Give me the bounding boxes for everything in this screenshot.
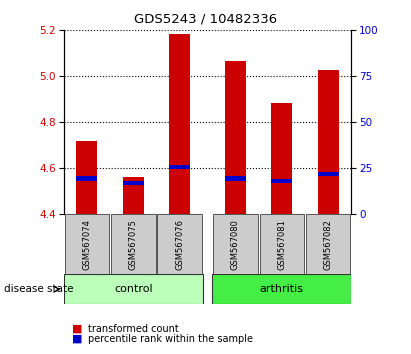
Bar: [225, 176, 246, 181]
Text: GSM567082: GSM567082: [324, 219, 332, 270]
Bar: [271, 179, 292, 183]
Bar: [123, 177, 144, 214]
Bar: [76, 141, 97, 214]
Text: GSM567081: GSM567081: [277, 219, 286, 270]
Text: control: control: [114, 284, 152, 295]
Bar: [76, 176, 97, 181]
Text: GSM567076: GSM567076: [175, 219, 184, 270]
Bar: [259, 214, 304, 274]
Text: GSM567080: GSM567080: [231, 219, 240, 270]
Text: GSM567074: GSM567074: [83, 219, 91, 270]
Bar: [111, 214, 156, 274]
Text: percentile rank within the sample: percentile rank within the sample: [88, 334, 253, 344]
Bar: [271, 103, 292, 214]
Text: GDS5243 / 10482336: GDS5243 / 10482336: [134, 12, 277, 25]
Text: GSM567075: GSM567075: [129, 219, 138, 270]
Bar: [225, 61, 246, 214]
Bar: [306, 214, 351, 274]
Bar: [169, 34, 190, 214]
Bar: [157, 214, 202, 274]
Text: ■: ■: [72, 324, 83, 333]
Text: disease state: disease state: [4, 284, 74, 294]
Bar: [212, 274, 351, 304]
Text: arthritis: arthritis: [260, 284, 304, 295]
Bar: [65, 214, 109, 274]
Bar: [169, 165, 190, 169]
Text: ■: ■: [72, 334, 83, 344]
Bar: [318, 172, 339, 176]
Bar: [64, 274, 203, 304]
Bar: [318, 70, 339, 214]
Text: transformed count: transformed count: [88, 324, 179, 333]
Bar: [123, 181, 144, 185]
Bar: [213, 214, 258, 274]
